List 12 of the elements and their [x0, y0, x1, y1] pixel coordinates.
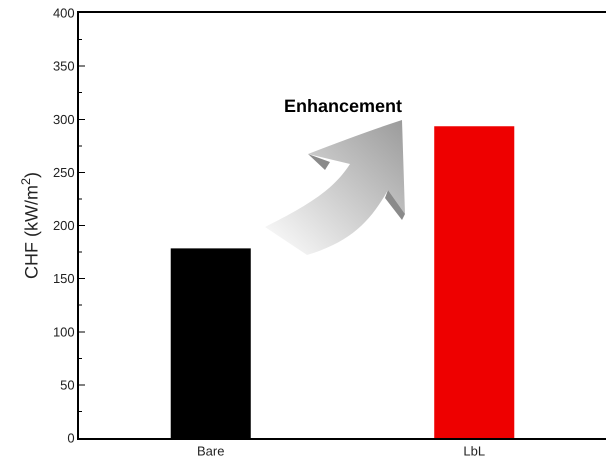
x-tick-label: Bare — [197, 443, 224, 458]
y-tick-label: 350 — [52, 58, 75, 74]
x-tick-label: LbL — [463, 443, 486, 458]
y-tick-label: 300 — [52, 112, 75, 127]
annotation: Enhancement — [284, 96, 402, 116]
y-tick-label: 400 — [52, 6, 75, 21]
y-tick-label: 50 — [60, 377, 75, 392]
y-tick-label: 250 — [52, 164, 75, 180]
y-tick-label: 150 — [52, 271, 75, 286]
y-tick-label: 100 — [52, 324, 75, 340]
y-tick-label: 200 — [52, 218, 75, 234]
y-tick-label: 0 — [67, 430, 75, 446]
